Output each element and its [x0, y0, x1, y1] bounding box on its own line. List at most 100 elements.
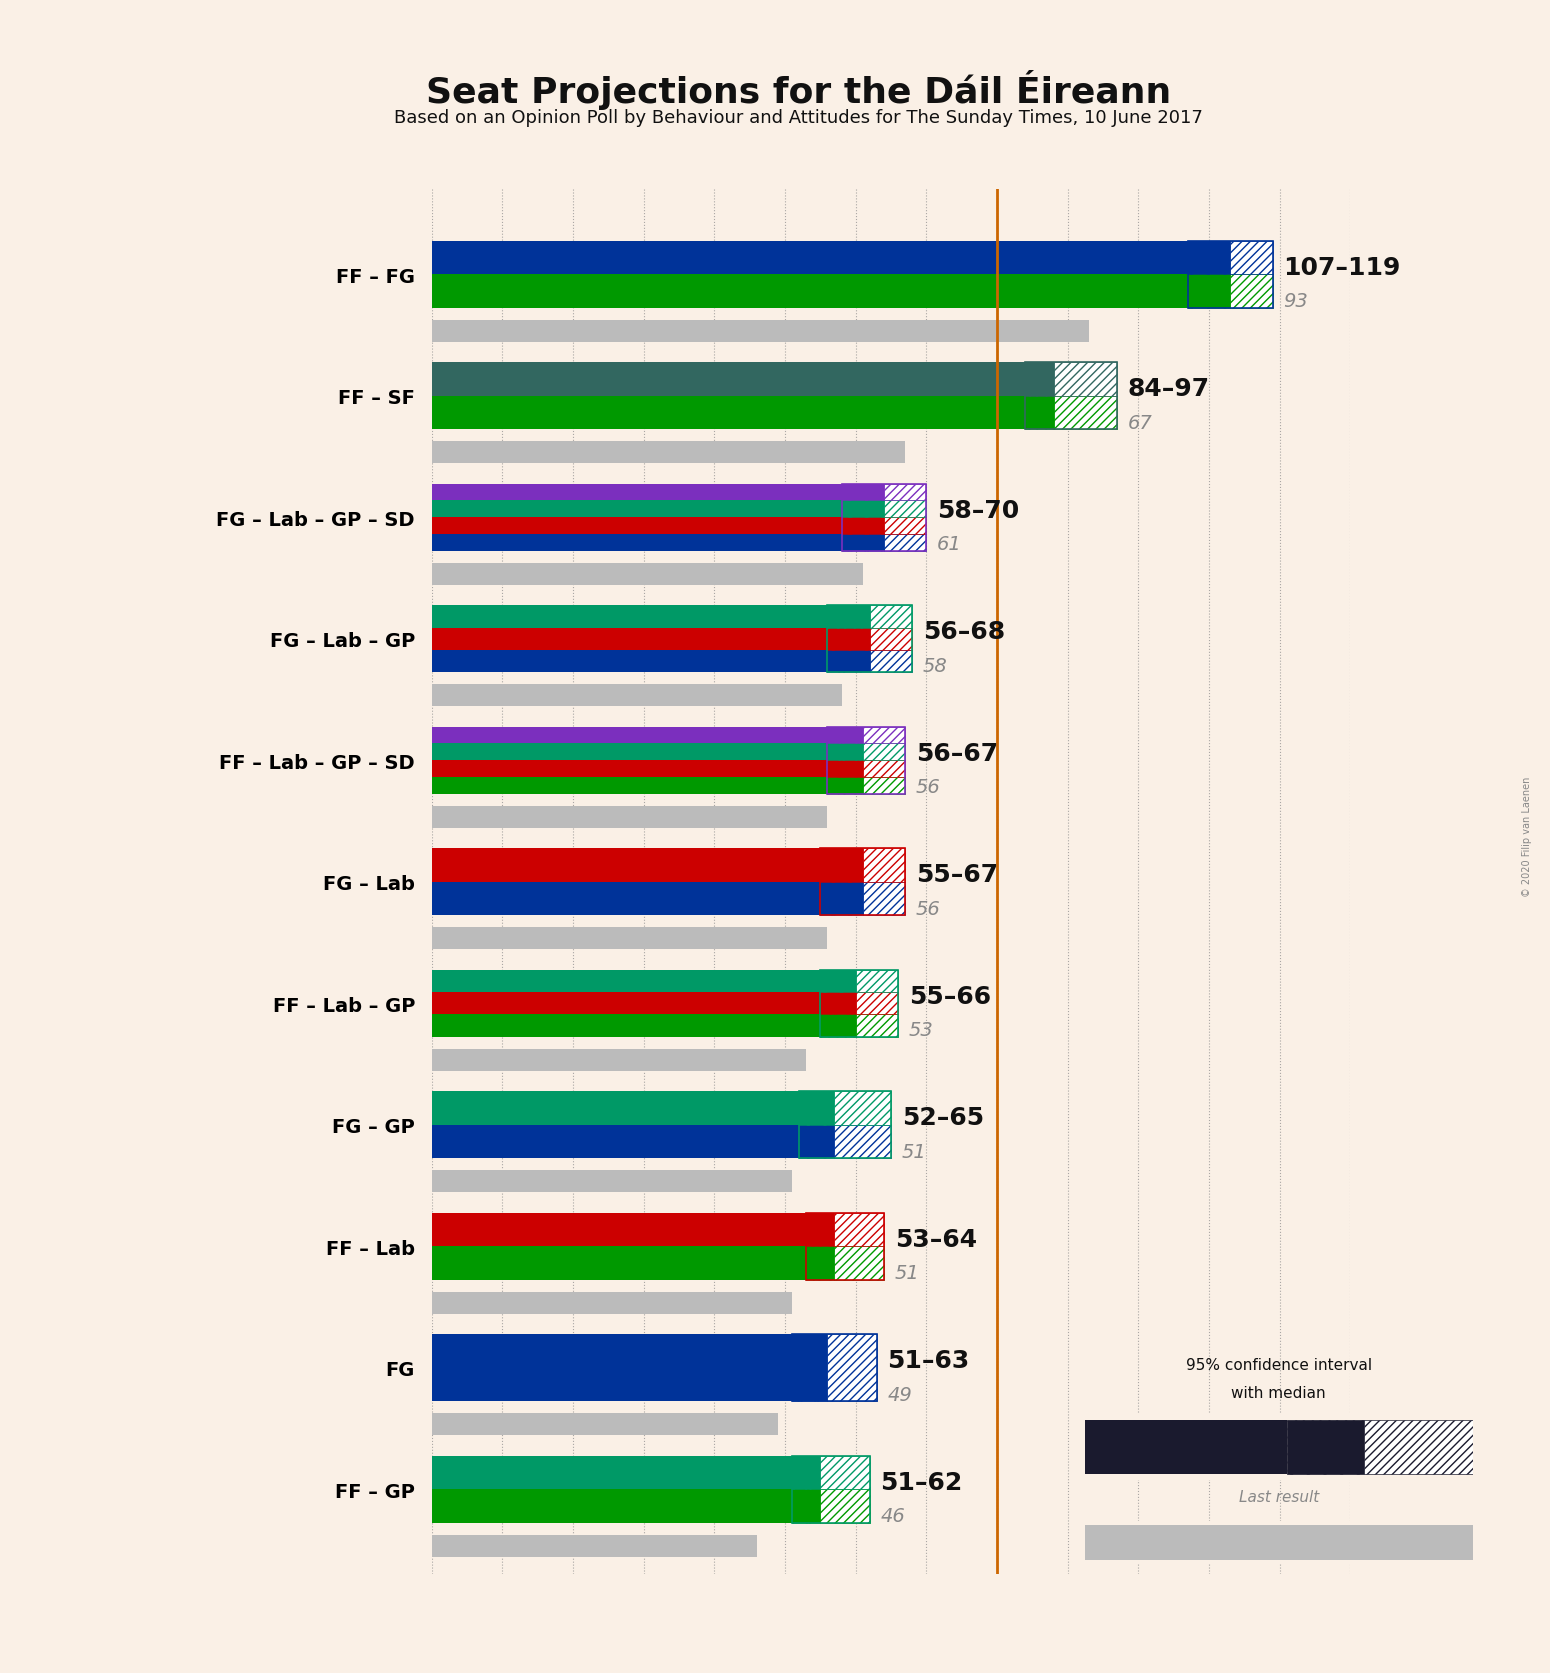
Bar — [1187, 241, 1231, 274]
Bar — [1025, 363, 1054, 397]
Bar — [834, 1246, 884, 1280]
Bar — [431, 1292, 792, 1313]
Text: 84–97: 84–97 — [1128, 376, 1211, 402]
Bar — [856, 970, 897, 992]
Bar — [431, 627, 828, 651]
Bar — [820, 848, 863, 882]
Bar — [1025, 363, 1118, 430]
Bar — [828, 744, 863, 761]
Text: with median: with median — [1231, 1385, 1327, 1400]
Bar — [883, 519, 927, 535]
Bar — [792, 1335, 828, 1402]
Bar — [883, 535, 927, 552]
Bar — [883, 535, 927, 552]
Text: 53–64: 53–64 — [894, 1228, 976, 1251]
Text: Seat Projections for the Dáil Éireann: Seat Projections for the Dáil Éireann — [426, 70, 1170, 110]
Text: 107–119: 107–119 — [1283, 256, 1401, 279]
Bar — [431, 1124, 800, 1158]
Text: 49: 49 — [888, 1385, 913, 1404]
Bar — [863, 848, 905, 882]
Bar — [1054, 363, 1118, 397]
Bar — [820, 1016, 856, 1037]
Bar — [883, 502, 927, 519]
Bar — [1187, 241, 1273, 308]
Bar — [431, 651, 828, 673]
Bar — [863, 778, 905, 795]
Bar — [828, 744, 863, 761]
Bar — [431, 970, 820, 992]
Bar — [1231, 241, 1273, 274]
Bar — [431, 1456, 792, 1489]
Bar — [870, 606, 913, 627]
Bar — [820, 970, 856, 992]
Bar — [431, 442, 905, 463]
Bar — [820, 1456, 870, 1489]
Bar — [834, 1213, 884, 1246]
Bar — [856, 992, 897, 1016]
Bar — [431, 606, 828, 627]
Text: 56: 56 — [916, 900, 941, 918]
Bar — [820, 848, 863, 882]
Bar — [828, 606, 913, 673]
Bar — [1054, 363, 1118, 397]
Bar — [856, 1016, 897, 1037]
Text: 51: 51 — [902, 1143, 927, 1161]
Bar — [856, 1016, 897, 1037]
Bar — [883, 519, 927, 535]
Text: 46: 46 — [880, 1507, 905, 1526]
Bar — [828, 728, 863, 744]
Bar — [806, 1213, 883, 1280]
Bar — [828, 1335, 877, 1402]
Bar — [820, 970, 897, 1037]
Bar — [883, 485, 927, 502]
Bar — [863, 744, 905, 761]
Text: 58: 58 — [922, 656, 947, 676]
Bar — [870, 651, 913, 673]
Bar — [1364, 1420, 1472, 1474]
Bar — [792, 1335, 828, 1402]
Bar — [431, 1489, 792, 1522]
Bar — [1187, 241, 1231, 274]
Bar — [828, 1335, 877, 1402]
Bar — [828, 606, 870, 627]
Bar — [834, 1213, 884, 1246]
Bar — [431, 485, 842, 502]
Bar — [792, 1335, 877, 1402]
Text: 56: 56 — [916, 778, 941, 796]
Text: 51–62: 51–62 — [880, 1471, 963, 1494]
Bar — [431, 321, 1090, 343]
Bar — [1187, 274, 1231, 308]
Bar — [863, 882, 905, 915]
Bar — [828, 627, 870, 651]
Bar — [820, 1456, 870, 1489]
Text: 56–67: 56–67 — [916, 741, 998, 766]
Text: 53: 53 — [908, 1021, 933, 1041]
Bar — [883, 502, 927, 519]
Bar — [806, 1246, 834, 1280]
Bar — [792, 1456, 820, 1489]
Bar — [431, 728, 828, 744]
Text: Last result: Last result — [1238, 1489, 1319, 1504]
Bar — [792, 1489, 820, 1522]
Bar — [842, 535, 884, 552]
Bar — [820, 992, 856, 1016]
Bar — [1231, 274, 1273, 308]
Text: Based on an Opinion Poll by Behaviour and Attitudes for The Sunday Times, 10 Jun: Based on an Opinion Poll by Behaviour an… — [394, 109, 1203, 127]
Bar — [834, 1092, 891, 1124]
Bar — [431, 778, 828, 795]
Bar — [431, 1049, 806, 1071]
Bar — [800, 1092, 834, 1124]
Bar — [800, 1124, 834, 1158]
Bar — [1025, 397, 1054, 430]
Bar — [828, 627, 870, 651]
Bar — [828, 728, 863, 744]
Bar — [870, 606, 913, 627]
Bar — [431, 992, 820, 1016]
Bar — [800, 1124, 834, 1158]
Bar — [431, 397, 1025, 430]
Bar — [431, 535, 842, 552]
Bar — [800, 1092, 834, 1124]
Bar — [820, 1489, 870, 1522]
Bar — [1025, 363, 1054, 397]
Text: 51: 51 — [894, 1263, 919, 1283]
